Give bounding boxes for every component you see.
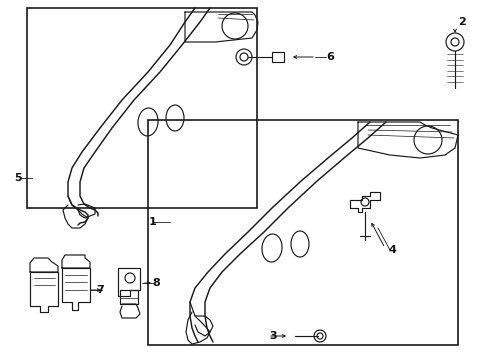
- Bar: [27, 8, 257, 208]
- Text: 7: 7: [96, 285, 104, 295]
- Text: 3: 3: [269, 331, 277, 341]
- Text: 1: 1: [149, 217, 157, 227]
- Bar: [148, 120, 458, 345]
- Text: 6: 6: [326, 52, 334, 62]
- Text: 4: 4: [388, 245, 396, 255]
- Text: 8: 8: [152, 278, 160, 288]
- Text: 5: 5: [14, 173, 22, 183]
- Text: 2: 2: [458, 17, 466, 27]
